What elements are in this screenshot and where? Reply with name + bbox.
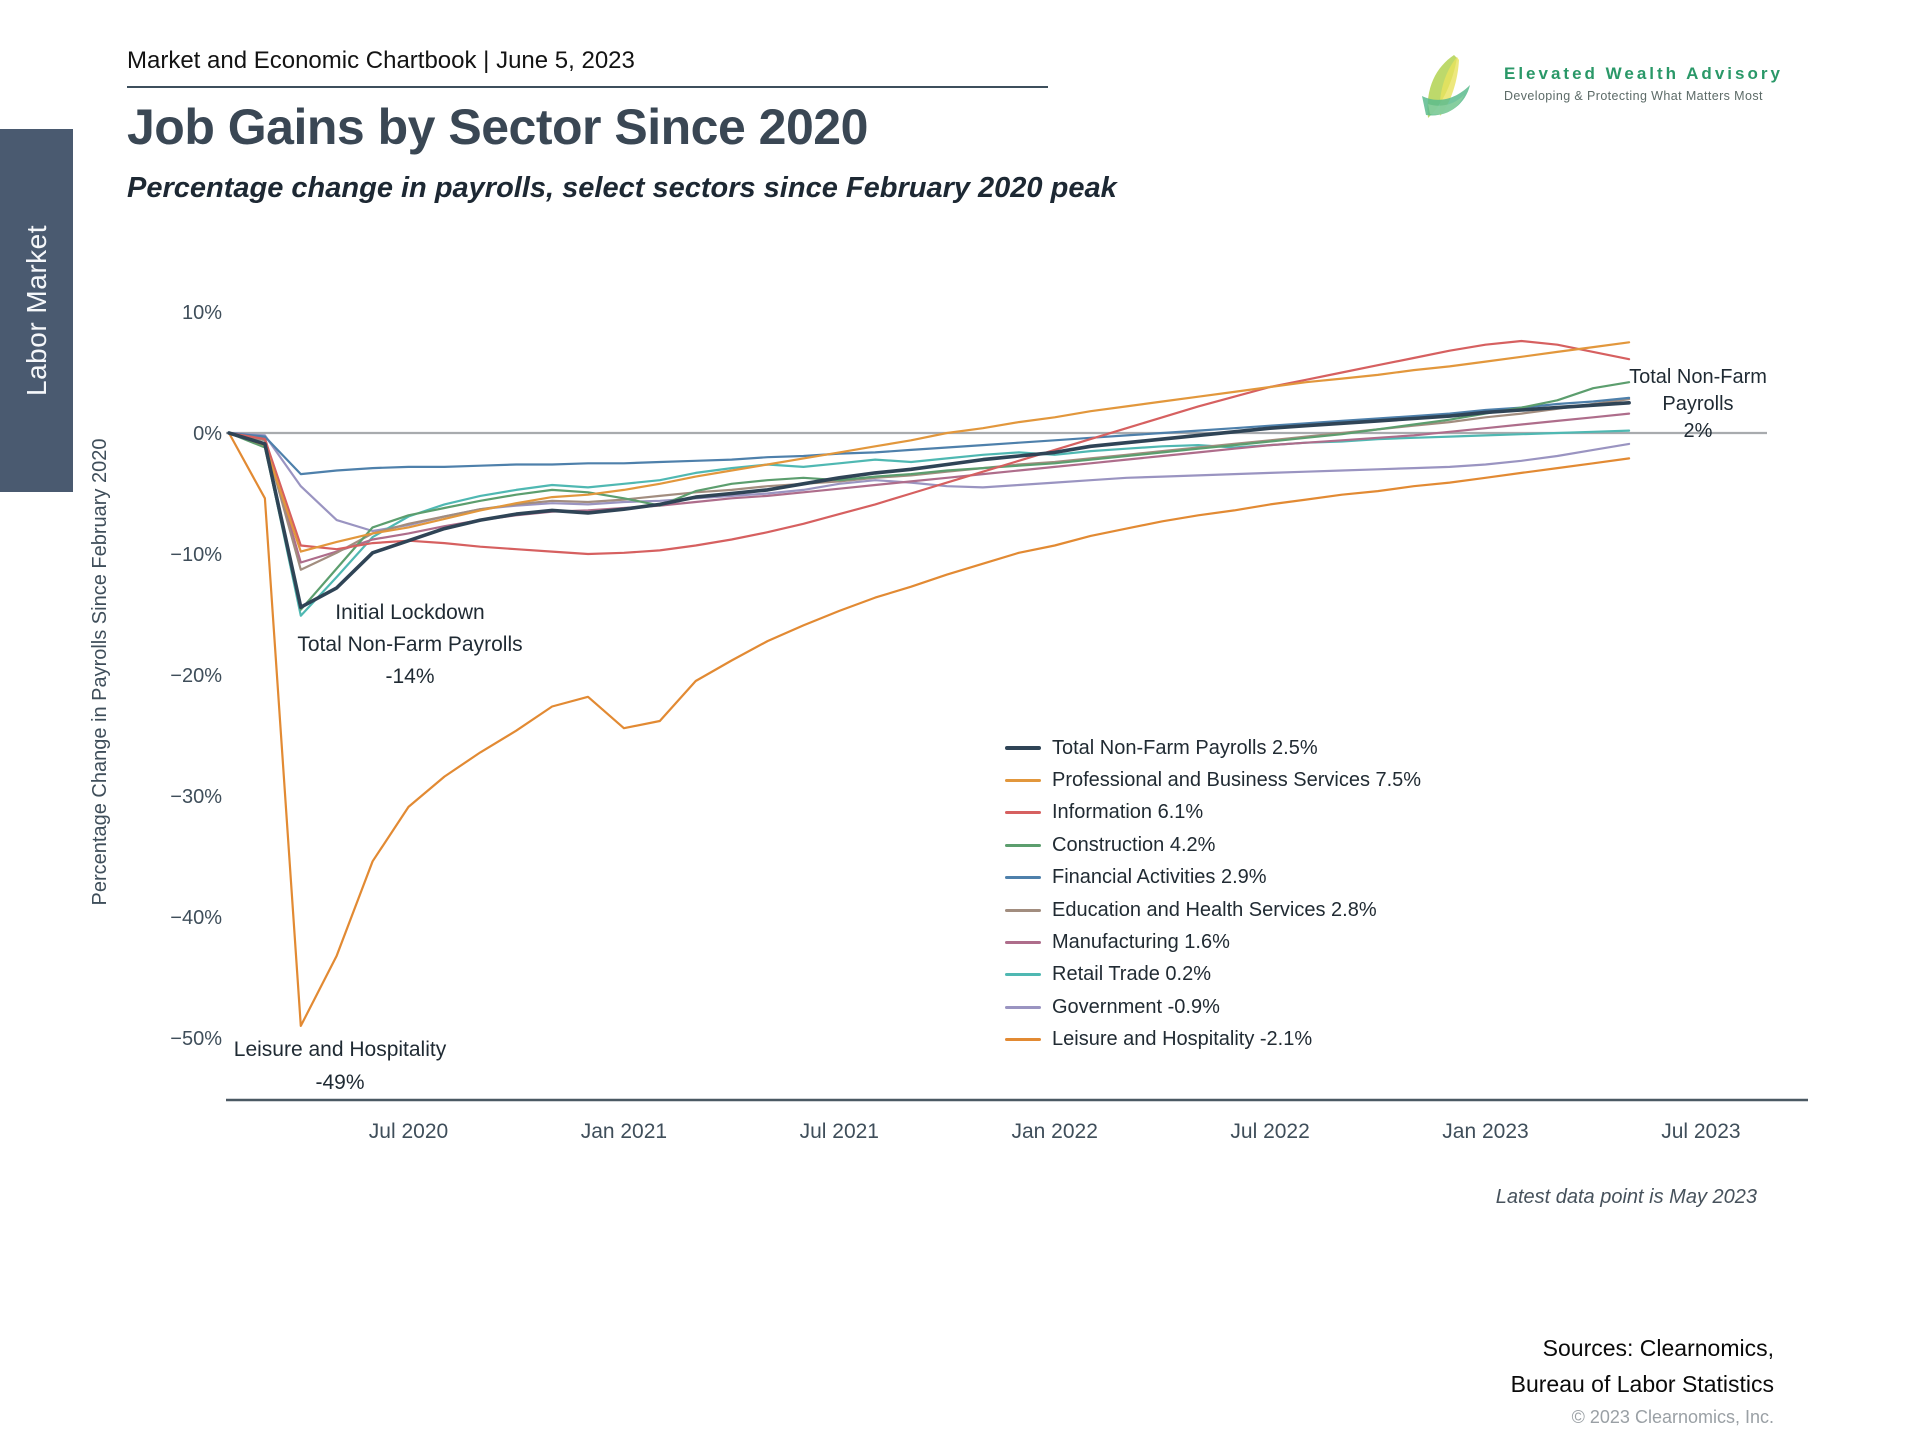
annotation-line: -14% (385, 665, 435, 688)
legend-label: Education and Health Services 2.8% (1052, 898, 1377, 921)
series-line-total-nonfarm (227, 400, 1631, 610)
logo-tagline: Developing & Protecting What Matters Mos… (1504, 89, 1763, 103)
header-divider (127, 86, 1048, 88)
report-header-title: Market and Economic Chartbook | June 5, … (127, 47, 635, 74)
legend-swatch (1005, 745, 1041, 751)
x-tick-label: Jul 2022 (1230, 1120, 1309, 1143)
series-line-retail-trade (227, 429, 1631, 617)
legend-label: Information 6.1% (1052, 801, 1204, 824)
x-tick-label: Jul 2021 (800, 1120, 879, 1143)
y-tick-label: −10% (170, 544, 222, 566)
legend-label: Construction 4.2% (1052, 833, 1216, 856)
chart-series-lines (227, 339, 1631, 1028)
legend-item-leisure-hospitality: Leisure and Hospitality -2.1% (1005, 1024, 1421, 1056)
chart-legend: Total Non-Farm Payrolls 2.5% Professional… (1005, 732, 1421, 1056)
legend-swatch (1005, 908, 1041, 912)
legend-item-government: Government -0.9% (1005, 991, 1421, 1023)
logo-text: Elevated Wealth Advisory Developing & Pr… (1504, 64, 1783, 103)
legend-swatch (1005, 941, 1041, 945)
x-axis-tick-labels: Jul 2020 Jan 2021 Jul 2021 Jan 2022 Jul 2022… (369, 1120, 1741, 1143)
series-line-leisure-hospitality (227, 431, 1631, 1028)
page-title: Job Gains by Sector Since 2020 (127, 99, 868, 155)
x-tick-label: Jan 2022 (1011, 1120, 1097, 1143)
legend-label: Professional and Business Services 7.5% (1052, 769, 1422, 792)
annotation-line: Initial Lockdown (335, 601, 485, 624)
legend-swatch (1005, 811, 1041, 815)
y-tick-label: −20% (170, 665, 222, 687)
series-line-financial-activities (227, 396, 1631, 476)
annotation-line: Total Non-Farm (1629, 366, 1767, 388)
series-line-professional-business (227, 341, 1631, 553)
legend-swatch (1005, 973, 1041, 977)
legend-swatch (1005, 876, 1041, 880)
x-tick-label: Jan 2021 (581, 1120, 667, 1143)
legend-swatch (1005, 1005, 1041, 1009)
sources-line: Bureau of Labor Statistics (1510, 1371, 1774, 1397)
series-line-information (227, 339, 1631, 556)
logo-leaf-icon (1422, 55, 1470, 118)
annotation-line: Payrolls (1662, 393, 1734, 415)
company-logo: Elevated Wealth Advisory Developing & Pr… (1418, 54, 1783, 120)
legend-item-construction: Construction 4.2% (1005, 829, 1421, 861)
legend-label: Retail Trade 0.2% (1052, 963, 1211, 986)
y-tick-label: 10% (182, 302, 222, 324)
annotation-line: 2% (1683, 420, 1713, 442)
sidebar-tab-labor-market[interactable]: Labor Market (0, 129, 73, 492)
legend-item-education-health: Education and Health Services 2.8% (1005, 894, 1421, 926)
legend-label: Leisure and Hospitality -2.1% (1052, 1028, 1313, 1051)
sources-block: Sources: Clearnomics, Bureau of Labor St… (1511, 1330, 1774, 1428)
y-tick-label: 0% (193, 423, 222, 445)
legend-item-professional-business: Professional and Business Services 7.5% (1005, 764, 1421, 796)
series-line-construction (227, 381, 1631, 611)
legend-item-financial-activities: Financial Activities 2.9% (1005, 862, 1421, 894)
x-tick-label: Jul 2020 (369, 1120, 448, 1143)
y-axis-title: Percentage Change in Payrolls Since Febr… (89, 439, 111, 906)
x-tick-label: Jul 2023 (1661, 1120, 1740, 1143)
logo-company-name: Elevated Wealth Advisory (1504, 64, 1783, 83)
legend-label: Manufacturing 1.6% (1052, 931, 1230, 954)
y-tick-label: −50% (170, 1028, 222, 1050)
latest-data-footnote: Latest data point is May 2023 (1495, 1186, 1757, 1208)
x-tick-label: Jan 2023 (1442, 1120, 1528, 1143)
sources-line: Sources: Clearnomics, (1542, 1335, 1774, 1361)
legend-swatch (1005, 1038, 1041, 1042)
annotation-leisure-low: Leisure and Hospitality -49% (234, 1033, 446, 1099)
annotation-line: Total Non-Farm Payrolls (297, 633, 523, 656)
legend-swatch (1005, 779, 1041, 783)
page-subtitle: Percentage change in payrolls, select se… (127, 172, 1117, 204)
y-tick-label: −30% (170, 786, 222, 808)
legend-label: Financial Activities 2.9% (1052, 866, 1267, 889)
annotation-initial-lockdown: Initial Lockdown Total Non-Farm Payrolls… (297, 597, 522, 693)
copyright-text: © 2023 Clearnomics, Inc. (1571, 1407, 1774, 1427)
annotation-line: -49% (315, 1071, 365, 1094)
annotation-line: Leisure and Hospitality (233, 1038, 447, 1061)
legend-label: Total Non-Farm Payrolls 2.5% (1052, 736, 1318, 759)
legend-item-retail-trade: Retail Trade 0.2% (1005, 959, 1421, 991)
y-axis-tick-labels: 10% 0% −10% −20% −30% −40% −50% (170, 302, 222, 1050)
legend-label: Government -0.9% (1052, 995, 1220, 1018)
y-tick-label: −40% (170, 907, 222, 929)
legend-swatch (1005, 843, 1041, 847)
legend-item-information: Information 6.1% (1005, 797, 1421, 829)
legend-item-manufacturing: Manufacturing 1.6% (1005, 926, 1421, 958)
legend-item-total-nonfarm: Total Non-Farm Payrolls 2.5% (1005, 732, 1421, 764)
annotation-total-nonfarm-end: Total Non-Farm Payrolls 2% (1629, 364, 1767, 445)
